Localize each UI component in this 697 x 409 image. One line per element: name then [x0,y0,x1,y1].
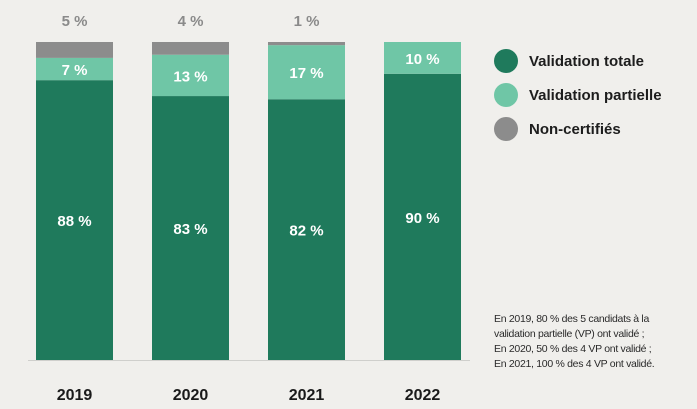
data-label: 17 % [289,65,323,82]
legend-label: Non-certifiés [529,120,621,138]
legend-label: Validation totale [529,52,645,70]
bar-segment-validation-partielle-2021 [268,45,345,100]
data-label: 82 % [289,223,323,240]
data-label: 4 % [178,13,204,30]
footnote: En 2019, 80 % des 5 candidats à la valid… [494,312,694,372]
bar-segment-validation-partielle-2019 [36,57,113,81]
legend-swatch-validation-totale [494,49,518,73]
legend-item-non-certifies: Non-certifiés [494,112,662,146]
x-tick-label: 2020 [173,387,209,404]
bar-segment-non-certifi-s-2021 [268,42,345,46]
footnote-line: En 2020, 50 % des 4 VP ont validé ; [494,343,652,355]
x-tick-label: 2019 [57,387,93,404]
data-label: 10 % [405,51,439,68]
bar-segment-validation-totale-2022 [384,73,461,361]
data-label: 90 % [405,210,439,227]
footnote-line: En 2021, 100 % des 4 VP ont validé. [494,358,655,370]
bar-segment-validation-totale-2019 [36,80,113,360]
x-tick-label: 2021 [289,387,325,404]
bar-segment-validation-partielle-2022 [384,42,461,74]
bar-segment-non-certifi-s-2019 [36,42,113,58]
legend-label: Validation partielle [529,86,662,104]
legend-item-validation-totale: Validation totale [494,44,662,78]
legend-swatch-non-certifies [494,117,518,141]
legend-item-validation-partielle: Validation partielle [494,78,662,112]
legend: Validation totale Validation partielle N… [494,44,662,146]
data-label: 88 % [57,213,91,230]
data-label: 13 % [173,68,207,85]
x-tick-label: 2022 [405,387,441,404]
data-label: 5 % [62,13,88,30]
bar-segment-validation-partielle-2020 [152,54,229,97]
legend-swatch-validation-partielle [494,83,518,107]
data-label: 7 % [62,62,88,79]
bar-segment-validation-totale-2020 [152,96,229,360]
data-label: 1 % [294,13,320,30]
footnote-line: En 2019, 80 % des 5 candidats à la [494,313,650,325]
bar-segment-validation-totale-2021 [268,99,345,361]
data-label: 83 % [173,221,207,238]
stacked-bar-chart: 88 % 7 % 5 % 2019 83 % 13 % 4 % 2020 82 % 17 % 1 %… [28,13,470,404]
footnote-line: validation partielle (VP) ont validé ; [494,328,645,340]
bar-segment-non-certifi-s-2020 [152,42,229,55]
